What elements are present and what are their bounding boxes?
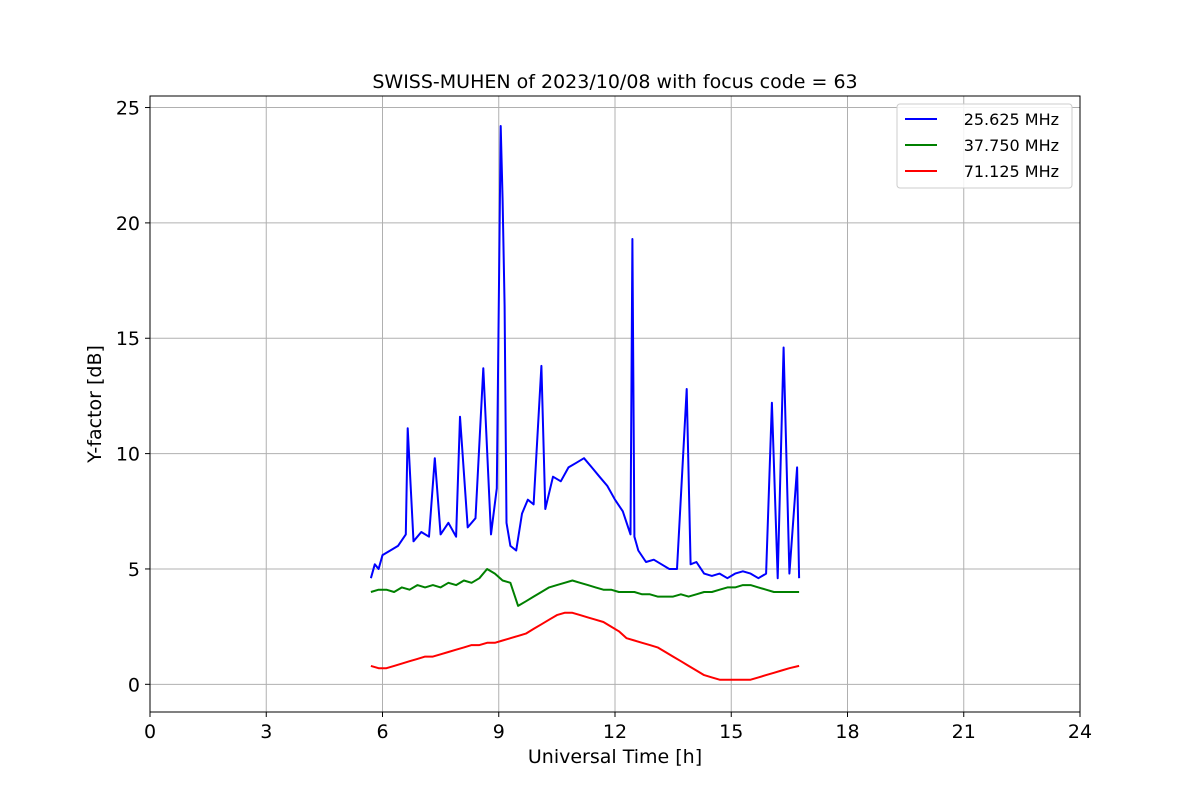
grid: [149, 96, 1081, 712]
x-tick-label: 12: [603, 721, 627, 743]
y-tick-label: 10: [116, 444, 140, 466]
legend-label: 71.125 MHz: [964, 162, 1059, 181]
legend-label: 37.750 MHz: [964, 136, 1059, 155]
series-lines: [369, 125, 801, 681]
x-tick-label: 6: [376, 721, 388, 743]
y-tick-label: 0: [128, 674, 140, 696]
series-line-1: [369, 125, 801, 580]
x-tick-label: 24: [1068, 721, 1092, 743]
x-tick-label: 3: [260, 721, 272, 743]
x-tick-label: 15: [719, 721, 743, 743]
legend-box: [896, 103, 1073, 189]
chart-title: SWISS-MUHEN of 2023/10/08 with focus cod…: [372, 71, 857, 93]
series-line-3: [370, 611, 800, 681]
y-tick-label: 15: [116, 328, 140, 350]
x-tick-label: 18: [835, 721, 859, 743]
y-axis-label: Y-factor [dB]: [84, 345, 106, 464]
legend-label: 25.625 MHz: [964, 110, 1059, 129]
y-axis-ticks: 0 5 10 15 20 25: [116, 98, 150, 696]
y-tick-label: 20: [116, 213, 140, 235]
series-line-2: [370, 568, 800, 607]
x-tick-label: 0: [144, 721, 156, 743]
x-tick-label: 21: [952, 721, 976, 743]
x-axis-label: Universal Time [h]: [528, 746, 702, 768]
legend: 25.625 MHz 37.750 MHz 71.125 MHz: [896, 103, 1073, 189]
x-tick-label: 9: [493, 721, 505, 743]
y-tick-label: 5: [128, 559, 140, 581]
x-axis-ticks: 0 3 6 9 12 15 18 21 24: [144, 712, 1092, 743]
y-tick-label: 25: [116, 98, 140, 120]
